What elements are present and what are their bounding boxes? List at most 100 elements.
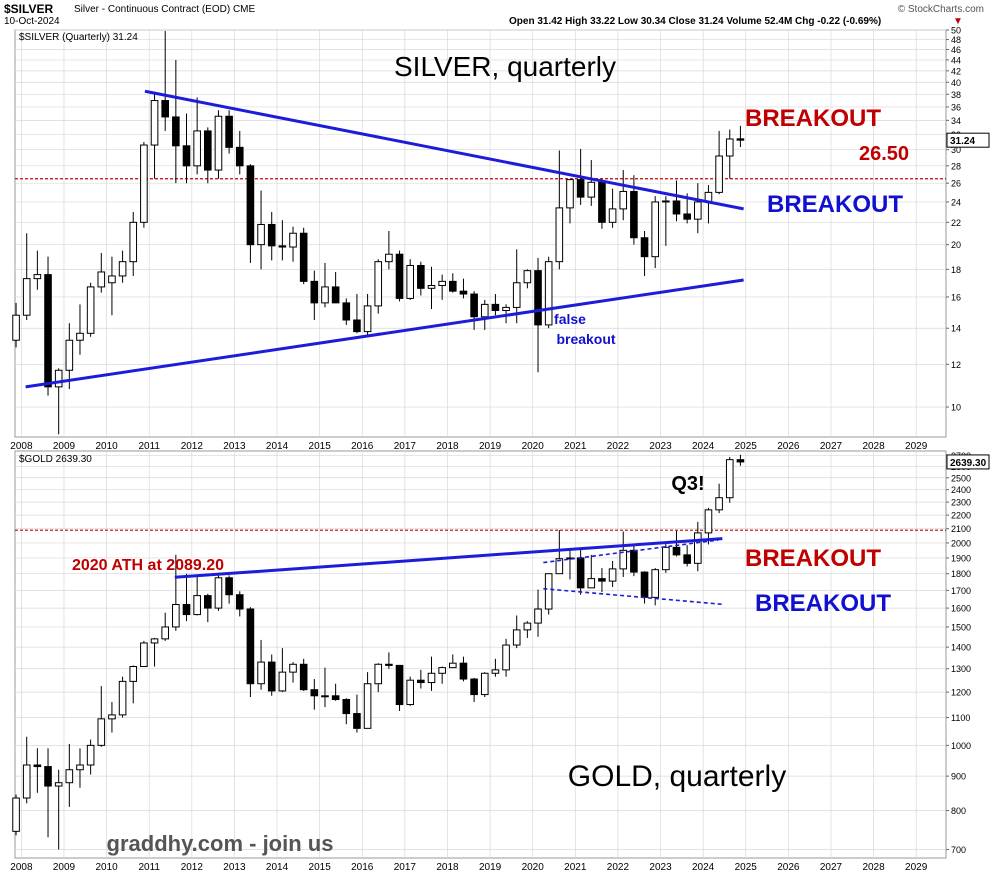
candle-up — [502, 306, 510, 312]
y-tick-label: 50 — [951, 26, 961, 36]
candle-down — [598, 578, 606, 582]
candle-down — [44, 274, 52, 388]
y-tick-label: 48 — [951, 35, 961, 45]
y-tick-label: 24 — [951, 197, 961, 207]
candle-down — [225, 577, 233, 596]
candle-down — [459, 662, 468, 680]
candle-down — [449, 280, 457, 292]
candle-down — [353, 319, 361, 333]
candle-up — [587, 578, 596, 589]
y-tick-label: 30 — [951, 145, 961, 155]
candle-down — [598, 181, 606, 223]
x-tick-label: 2010 — [95, 441, 118, 452]
x-tick-label: 2015 — [309, 441, 332, 452]
candle-down — [576, 179, 585, 198]
y-tick-label: 1800 — [951, 569, 971, 579]
x-tick-label: 2018 — [436, 441, 459, 452]
candle-up — [619, 549, 628, 570]
candle-up — [544, 261, 553, 326]
candle-up — [512, 282, 521, 308]
last-value-box — [946, 454, 990, 470]
candle-down — [640, 571, 649, 598]
candle-up — [108, 714, 116, 720]
candle-up — [555, 207, 564, 263]
x-tick-label: 2027 — [820, 862, 843, 873]
candle-up — [257, 223, 265, 246]
x-tick-label: 2014 — [266, 862, 289, 873]
y-tick-label: 1700 — [951, 586, 971, 596]
candle-up — [150, 100, 159, 146]
y-tick-label: 2200 — [951, 511, 971, 521]
candle-up — [363, 305, 372, 333]
y-tick-label: 18 — [951, 265, 961, 275]
candle-up — [651, 569, 659, 598]
annotation-breakout-red: BREAKOUT — [745, 105, 881, 132]
candle-up — [172, 603, 180, 628]
last-value-box — [946, 132, 990, 148]
y-tick-label: 2000 — [951, 538, 971, 548]
candle-up — [193, 595, 201, 616]
annotation-watermark: graddhy.com - join us — [107, 831, 334, 856]
x-tick-label: 2016 — [351, 441, 374, 452]
candle-up — [694, 201, 702, 220]
candle-down — [342, 699, 351, 715]
candle-up — [385, 253, 393, 263]
candle-down — [736, 459, 745, 463]
symbol-description: Silver - Continuous Contract (EOD) CME — [74, 4, 256, 15]
trendline-channel-top — [543, 539, 719, 564]
candle-down — [331, 286, 340, 304]
chart-header: $SILVER Silver - Continuous Contract (EO… — [0, 0, 990, 30]
candle-up — [321, 695, 329, 698]
gold-panel: 2700260025002400230022002100200019001800… — [10, 450, 990, 873]
candle-down — [235, 146, 244, 167]
candle-up — [214, 577, 223, 609]
candle-down — [417, 264, 425, 289]
x-tick-label: 2028 — [862, 862, 885, 873]
candle-up — [491, 669, 500, 674]
candle-up — [715, 155, 723, 193]
candle-up — [480, 672, 489, 696]
candle-down — [470, 678, 478, 696]
x-tick-label: 2017 — [394, 862, 417, 873]
candle-up — [374, 663, 383, 685]
candle-up — [715, 497, 723, 511]
x-tick-label: 2011 — [138, 441, 160, 452]
candle-up — [257, 661, 265, 685]
candle-up — [86, 744, 95, 766]
candle-up — [118, 680, 127, 716]
y-tick-label: 1100 — [951, 713, 970, 723]
candle-down — [417, 679, 425, 684]
chart-title: SILVER, quarterly — [394, 51, 616, 82]
last-value-label: 31.24 — [950, 136, 975, 147]
y-tick-label: 34 — [951, 116, 961, 126]
candle-down — [246, 608, 255, 685]
candle-down — [683, 213, 691, 220]
candle-up — [12, 314, 20, 341]
candle-up — [140, 144, 148, 223]
y-tick-label: 1300 — [951, 664, 971, 674]
candle-up — [161, 626, 169, 640]
y-tick-label: 12 — [951, 360, 961, 370]
annotation-ath-label: 2020 ATH at 2089.20 — [72, 557, 224, 574]
y-tick-label: 26 — [951, 179, 961, 189]
candle-down — [246, 165, 255, 246]
candle-up — [480, 303, 489, 318]
x-tick-label: 2023 — [649, 862, 672, 873]
y-tick-label: 2500 — [951, 473, 971, 483]
candle-up — [651, 201, 659, 258]
candle-up — [129, 666, 138, 682]
candle-up — [662, 546, 670, 571]
candle-up — [427, 672, 436, 684]
candle-up — [118, 261, 127, 277]
candle-up — [449, 662, 457, 669]
candle-down — [299, 232, 308, 282]
y-tick-label: 10 — [951, 403, 961, 413]
x-tick-label: 2018 — [436, 862, 459, 873]
x-tick-label: 2025 — [735, 862, 758, 873]
candle-down — [395, 664, 404, 706]
x-tick-label: 2024 — [692, 862, 715, 873]
annotation-q3: Q3! — [671, 473, 704, 495]
chart-title: GOLD, quarterly — [568, 760, 786, 793]
annotation-level: 26.50 — [859, 143, 909, 165]
candle-up — [704, 509, 713, 534]
